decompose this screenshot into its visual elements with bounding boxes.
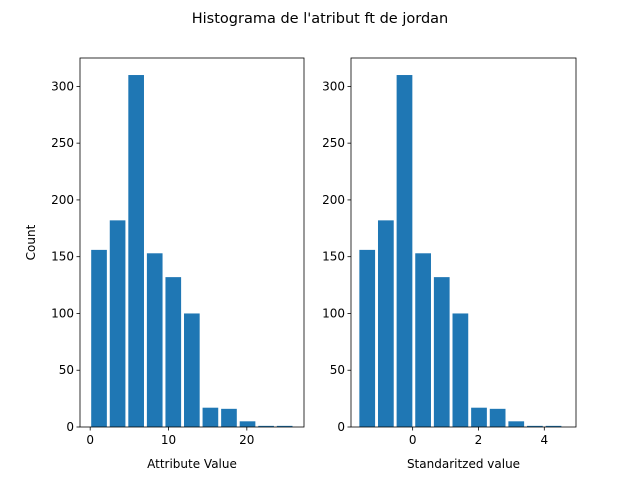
histogram-bar [527, 425, 543, 427]
y-tick-label: 250 [322, 136, 345, 150]
y-tick-label: 300 [51, 79, 74, 93]
histogram-bar [146, 253, 163, 427]
y-tick-label: 100 [322, 306, 345, 320]
histogram-bar [545, 425, 562, 427]
x-tick-label: 20 [239, 433, 254, 447]
y-axis-label: Count [24, 224, 38, 260]
histogram-bar [471, 407, 487, 427]
histogram-bar [202, 407, 219, 427]
y-tick-label: 0 [66, 420, 74, 434]
x-tick-label: 10 [161, 433, 176, 447]
histogram-bar [396, 75, 413, 427]
y-tick-label: 250 [51, 136, 74, 150]
figure-title: Histograma de l'atribut ft de jordan [192, 11, 448, 27]
x-tick-label: 4 [540, 433, 548, 447]
histogram-bar [433, 277, 450, 427]
histogram-bar [184, 313, 200, 427]
histogram-bar [359, 249, 376, 427]
histogram-bar [415, 253, 431, 427]
y-tick-label: 100 [51, 306, 74, 320]
x-tick-label: 0 [409, 433, 417, 447]
x-axis-label: Attribute Value [147, 457, 237, 471]
y-tick-label: 150 [51, 250, 74, 264]
y-tick-label: 50 [59, 363, 74, 377]
histogram-bar [276, 425, 293, 427]
histogram-bar [377, 220, 394, 427]
right-histogram: 0 50 100 150 200 250 300 0 2 4 Standaritzed value [322, 57, 577, 471]
x-tick-label: 0 [86, 433, 94, 447]
y-tick-label: 200 [322, 193, 345, 207]
y-tick-label: 150 [322, 250, 345, 264]
y-tick-label: 50 [330, 363, 345, 377]
axes-frame [350, 57, 577, 428]
x-tick-label: 2 [475, 433, 483, 447]
histogram-bar [258, 425, 274, 427]
histogram-bar [239, 421, 256, 427]
histogram-bar [91, 249, 107, 427]
axes-frame [79, 57, 305, 428]
histogram-bar [221, 408, 237, 427]
y-tick-label: 200 [51, 193, 74, 207]
histogram-bar [109, 220, 126, 427]
histogram-bar [165, 277, 182, 427]
histogram-bar [128, 75, 144, 427]
histogram-bar [508, 421, 525, 427]
histogram-bar [452, 313, 469, 427]
y-tick-label: 300 [322, 79, 345, 93]
histogram-bar [489, 408, 506, 427]
x-axis-label: Standaritzed value [407, 457, 520, 471]
y-tick-label: 0 [337, 420, 345, 434]
